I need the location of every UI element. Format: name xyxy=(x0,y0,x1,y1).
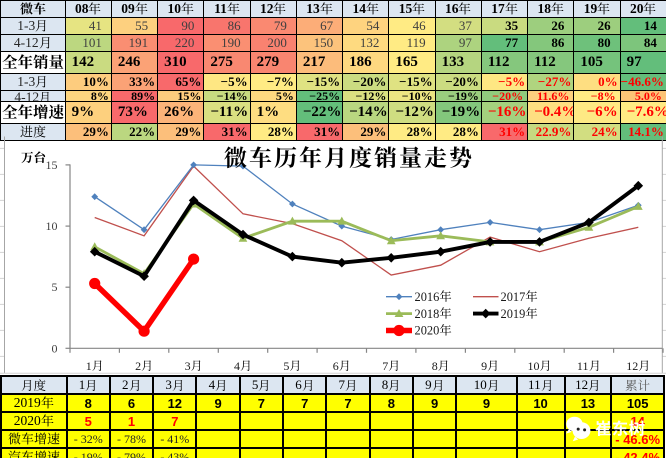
svg-text:9: 9 xyxy=(481,359,487,373)
svg-text:2017: 2017 xyxy=(501,290,526,304)
svg-text:12: 12 xyxy=(626,359,638,373)
svg-text:1: 1 xyxy=(86,359,92,373)
svg-text:10: 10 xyxy=(46,219,58,233)
svg-text:5: 5 xyxy=(283,359,289,373)
svg-text:10: 10 xyxy=(528,359,540,373)
svg-text:11: 11 xyxy=(577,359,589,373)
svg-text:5: 5 xyxy=(52,280,58,294)
svg-text:7: 7 xyxy=(382,359,388,373)
svg-text:3: 3 xyxy=(185,359,191,373)
svg-text:2019: 2019 xyxy=(501,307,526,321)
svg-text:0: 0 xyxy=(52,341,58,355)
svg-text:8: 8 xyxy=(432,359,438,373)
svg-text:2020: 2020 xyxy=(415,324,440,338)
svg-text:6: 6 xyxy=(333,359,339,373)
svg-text:2: 2 xyxy=(135,359,141,373)
svg-text:15: 15 xyxy=(46,158,58,172)
svg-text:4: 4 xyxy=(234,359,240,373)
svg-text:2018: 2018 xyxy=(415,307,440,321)
svg-text:2016: 2016 xyxy=(415,290,440,304)
